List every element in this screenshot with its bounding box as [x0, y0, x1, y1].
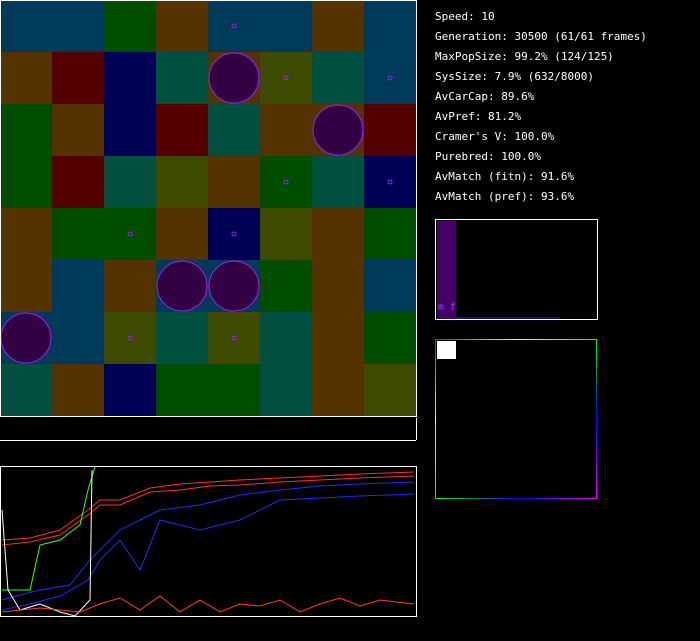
stat-line: AvMatch (pref): 93.6% [435, 190, 574, 203]
tile [260, 0, 312, 52]
tile [260, 52, 312, 104]
tile [208, 0, 260, 52]
tile [156, 52, 208, 104]
stat-line: AvMatch (fitn): 91.6% [435, 170, 574, 183]
agent [231, 23, 237, 29]
tile [260, 260, 312, 312]
tile [260, 364, 312, 416]
tile [208, 364, 260, 416]
tile [364, 364, 416, 416]
tile [312, 156, 364, 208]
agent [387, 179, 393, 185]
agent [127, 335, 133, 341]
tile [0, 208, 52, 260]
tile [312, 364, 364, 416]
tile [312, 312, 364, 364]
histogram: m f [435, 219, 598, 320]
histogram-label: m f [438, 302, 456, 313]
tile [0, 364, 52, 416]
tile [104, 364, 156, 416]
tile [0, 104, 52, 156]
tile [156, 104, 208, 156]
stats-panel: Speed: 10 Generation: 30500 (61/61 frames… [435, 10, 647, 203]
tile [364, 208, 416, 260]
agent [283, 75, 289, 81]
agent [231, 335, 237, 341]
stat-line: AvCarCap: 89.6% [435, 90, 535, 103]
stat-line: SysSize: 7.9% (632/8000) [435, 70, 594, 83]
tile [312, 0, 364, 52]
tile [156, 0, 208, 52]
stat-line: Cramer's V: 100.0% [435, 130, 555, 143]
tile [52, 364, 104, 416]
agent [312, 104, 364, 156]
agent [0, 312, 52, 364]
tile [0, 260, 52, 312]
tile [208, 208, 260, 260]
tile [104, 208, 156, 260]
tile [156, 208, 208, 260]
world-border [0, 0, 417, 417]
tile [104, 104, 156, 156]
stat-line: MaxPopSize: 99.2% (124/125) [435, 50, 614, 63]
tile [260, 312, 312, 364]
tile [260, 156, 312, 208]
tile [364, 104, 416, 156]
tile [0, 156, 52, 208]
tile [260, 208, 312, 260]
tile [52, 52, 104, 104]
tile [0, 52, 52, 104]
tile [364, 52, 416, 104]
stat-line: Purebred: 100.0% [435, 150, 541, 163]
agent [208, 52, 260, 104]
tile [52, 312, 104, 364]
history-chart [0, 466, 417, 617]
tile [364, 156, 416, 208]
tile [156, 312, 208, 364]
stat-line: Generation: 30500 (61/61 frames) [435, 30, 647, 43]
agent [208, 260, 260, 312]
tile [52, 260, 104, 312]
agent [127, 231, 133, 237]
tile [104, 260, 156, 312]
tile [52, 208, 104, 260]
agent [283, 179, 289, 185]
tile [104, 156, 156, 208]
tile [312, 52, 364, 104]
tile [260, 104, 312, 156]
tile [364, 312, 416, 364]
tile [156, 156, 208, 208]
tile [52, 0, 104, 52]
color-map [435, 339, 597, 499]
stat-line: AvPref: 81.2% [435, 110, 521, 123]
tile [52, 104, 104, 156]
agent [387, 75, 393, 81]
tile [312, 208, 364, 260]
tile [52, 156, 104, 208]
agent [231, 231, 237, 237]
tile [156, 364, 208, 416]
agent [156, 260, 208, 312]
tile [104, 52, 156, 104]
tile [312, 260, 364, 312]
tile [104, 0, 156, 52]
tile [208, 104, 260, 156]
stat-line: Speed: 10 [435, 10, 495, 23]
tile [364, 0, 416, 52]
tile [364, 260, 416, 312]
tile [0, 0, 52, 52]
tile [208, 312, 260, 364]
world-grid [0, 0, 416, 416]
tile [104, 312, 156, 364]
tile [208, 156, 260, 208]
